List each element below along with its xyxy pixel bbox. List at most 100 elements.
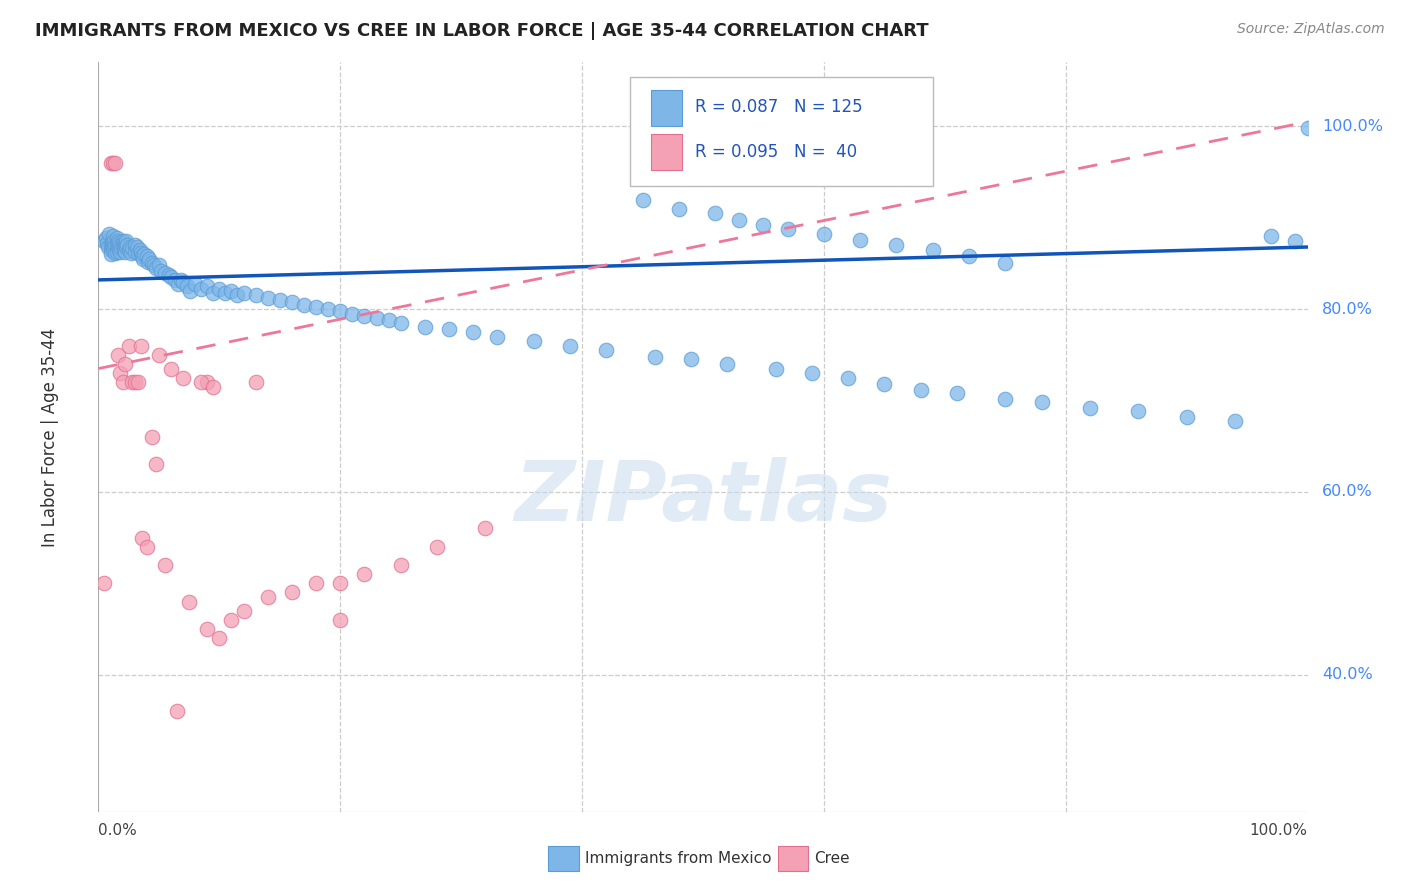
Point [232,285,254,300]
Point [849,233,872,247]
Point [172,370,194,384]
Point [108,243,131,257]
Point [127,245,149,260]
Text: 40.0%: 40.0% [1322,667,1372,682]
Point [176,279,198,293]
Point [100,156,122,170]
Point [910,383,932,397]
Point [96,236,118,251]
Point [214,285,236,300]
Point [413,320,436,334]
Point [129,245,152,260]
Point [105,244,128,259]
Point [184,277,207,291]
Point [100,240,122,254]
Point [160,270,183,285]
Point [127,240,149,254]
Point [172,275,194,289]
Point [138,252,160,266]
Point [208,282,231,296]
Point [886,238,908,252]
Point [679,352,702,367]
Point [377,313,399,327]
Text: Source: ZipAtlas.com: Source: ZipAtlas.com [1237,22,1385,37]
Point [169,273,191,287]
Point [329,576,352,591]
Point [776,221,799,235]
Point [1284,234,1306,248]
Point [316,302,339,317]
Point [179,284,201,298]
Point [108,244,131,259]
Point [103,240,125,254]
Point [132,252,155,266]
Point [281,294,304,309]
Point [100,238,122,252]
Point [179,594,201,608]
Text: 80.0%: 80.0% [1322,301,1374,317]
Point [389,316,412,330]
Text: 60.0%: 60.0% [1322,484,1372,500]
Point [136,254,159,268]
Point [135,540,157,554]
Point [389,558,412,572]
Point [957,249,980,263]
Point [281,585,304,599]
Point [107,348,129,362]
Point [921,243,943,257]
Point [1260,229,1282,244]
Text: Cree: Cree [814,851,849,865]
Point [107,234,129,248]
Point [112,243,135,257]
Point [558,339,581,353]
Point [117,238,139,252]
Point [128,243,150,257]
Point [108,366,131,380]
Point [98,227,121,242]
Point [101,229,124,244]
Point [752,218,775,232]
Point [150,264,173,278]
Point [124,244,146,259]
Point [994,256,1017,270]
Text: R = 0.087   N = 125: R = 0.087 N = 125 [695,98,862,116]
Point [157,268,180,283]
Point [100,247,122,261]
Point [127,376,149,390]
Point [163,273,186,287]
Point [110,241,132,255]
Point [486,329,509,343]
Point [195,622,218,636]
Point [101,236,124,251]
Point [269,293,291,307]
Point [111,240,134,254]
Point [153,558,176,572]
Point [1223,414,1246,428]
Point [100,234,122,248]
Point [437,322,460,336]
Point [135,249,157,263]
Point [166,704,188,718]
Point [118,339,141,353]
Point [141,256,163,270]
Point [668,202,690,216]
Point [100,243,122,257]
Point [245,288,267,302]
Point [93,576,115,591]
Point [114,357,136,371]
Point [93,234,115,248]
FancyBboxPatch shape [630,78,932,186]
Point [129,339,152,353]
Point [101,243,124,257]
Point [103,234,125,248]
Point [124,238,146,252]
Point [800,366,823,380]
Point [118,243,141,257]
Point [813,227,835,242]
Point [112,236,135,251]
Point [190,376,212,390]
Point [145,458,167,472]
Point [202,380,225,394]
Point [644,350,666,364]
Text: 100.0%: 100.0% [1250,822,1308,838]
